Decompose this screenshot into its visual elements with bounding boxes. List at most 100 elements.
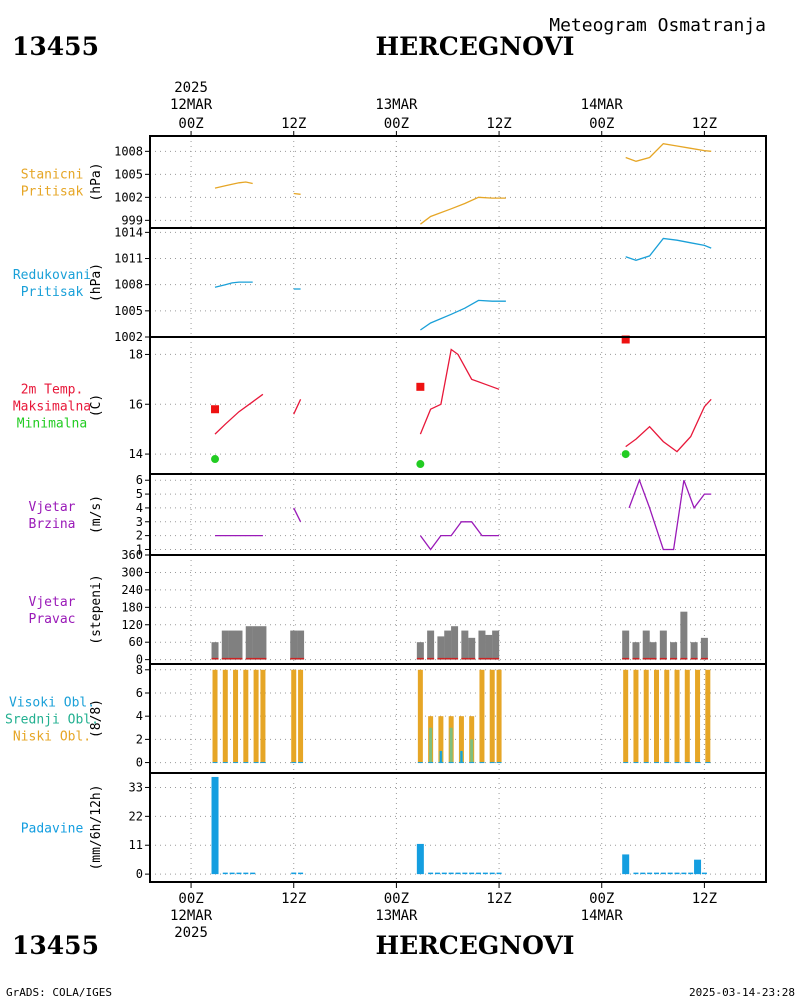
- precip-bar: [291, 872, 297, 875]
- panel-label: Pritisak: [21, 285, 84, 300]
- station-name-top: HERCEGNOVI: [375, 32, 574, 61]
- low-cloud-bar: [633, 669, 639, 763]
- low-cloud-bar: [260, 669, 266, 763]
- wind-direction-bar: [427, 630, 435, 660]
- date-label-top: 14MAR: [581, 97, 624, 113]
- wind-speed-line: [628, 478, 712, 551]
- y-tick-label: 120: [121, 618, 143, 632]
- low-cloud-bar: [479, 669, 485, 763]
- wind-direction-bar: [297, 630, 305, 660]
- panel-pravac: 0 60 120 180 240 300 360 (stepeni) Vjetar Pravac: [29, 548, 767, 667]
- plot-timestamp: 2025-03-14-23:28: [689, 986, 795, 999]
- low-cloud-bar: [212, 669, 218, 763]
- reduced-pressure-line: [214, 281, 253, 288]
- wind-direction-bar: [670, 642, 678, 660]
- time-label-bottom: 00Z: [384, 891, 409, 907]
- wind-direction-bar: [468, 637, 476, 660]
- y-tick-label: 2: [136, 732, 143, 746]
- panel-label: Maksimalna: [13, 400, 91, 415]
- panel-temp: 14 16 18 (C) 2m Temp. Maksimalna Minimalna: [13, 335, 767, 475]
- high-cloud-bar: [460, 750, 463, 763]
- y-tick-label: 8: [136, 663, 143, 677]
- mid-cloud-bar: [449, 727, 453, 763]
- reduced-pressure-line: [420, 299, 506, 331]
- year-label-top: 2025: [174, 80, 208, 96]
- high-cloud-bar: [439, 750, 442, 763]
- panel-label: Niski Obl.: [13, 730, 91, 745]
- precip-bar: [482, 872, 488, 875]
- precip-bar: [416, 843, 424, 875]
- temperature-line: [625, 398, 712, 453]
- wind-direction-bar: [659, 630, 667, 660]
- time-label-bottom: 12Z: [486, 891, 511, 907]
- wind-direction-bar: [245, 626, 253, 660]
- wind-direction-bar: [642, 630, 650, 660]
- panel-frame: [149, 336, 767, 475]
- precip-bar: [647, 872, 653, 875]
- time-label-top: 00Z: [384, 116, 409, 132]
- time-label-top: 00Z: [589, 116, 614, 132]
- precip-bar: [681, 872, 687, 875]
- unit-label: (8/8): [89, 699, 104, 738]
- low-cloud-bar: [653, 669, 659, 763]
- low-cloud-bar: [298, 669, 304, 763]
- year-label-bottom: 2025: [174, 925, 208, 941]
- low-cloud-bar: [674, 669, 680, 763]
- unit-label: (stepeni): [89, 574, 104, 644]
- y-tick-label: 300: [121, 565, 143, 579]
- station-pressure-line: [420, 196, 506, 225]
- low-cloud-bar: [253, 669, 259, 763]
- panel-padavine: 0 11 22 33 (mm/6h/12h) Padavine: [21, 772, 767, 883]
- low-cloud-bar: [695, 669, 701, 763]
- precip-bar: [653, 872, 659, 875]
- y-tick-label: 4: [136, 501, 143, 515]
- tmin-marker: [621, 450, 630, 459]
- wind-direction-bar: [649, 642, 657, 660]
- temperature-line: [214, 393, 264, 435]
- wind-speed-line: [293, 507, 302, 523]
- unit-label: (hPa): [89, 162, 104, 201]
- low-cloud-bar: [643, 669, 649, 763]
- precip-bar: [211, 776, 219, 875]
- panel-frame: [149, 772, 767, 883]
- wind-direction-bar: [437, 636, 445, 660]
- date-label-top: 13MAR: [375, 97, 418, 113]
- time-label-bottom: 12Z: [692, 891, 717, 907]
- precip-bar: [694, 859, 702, 875]
- date-label-top: 12MAR: [170, 97, 213, 113]
- y-tick-label: 0: [136, 756, 143, 770]
- precip-bar: [622, 854, 630, 875]
- tmin-marker: [211, 455, 220, 464]
- y-tick-label: 33: [129, 780, 143, 794]
- low-cloud-bar: [438, 716, 444, 763]
- y-tick-label: 1008: [114, 144, 143, 158]
- precip-bar: [667, 872, 673, 875]
- y-tick-label: 360: [121, 548, 143, 562]
- product-title: Meteogram Osmatranja: [549, 15, 766, 36]
- low-cloud-bar: [684, 669, 690, 763]
- station-pressure-line: [214, 181, 253, 189]
- y-tick-label: 14: [129, 447, 143, 461]
- time-label-top: 12Z: [692, 116, 717, 132]
- y-tick-label: 1008: [114, 278, 143, 292]
- date-label-bottom: 12MAR: [170, 908, 213, 924]
- time-label-top: 00Z: [178, 116, 203, 132]
- panel-group: 999100210051008(hPa)StanicniPritisak1002…: [5, 135, 767, 883]
- low-cloud-bar: [233, 669, 239, 763]
- panel-label: Visoki Obl.: [9, 696, 95, 711]
- y-tick-label: 999: [121, 213, 143, 227]
- precip-bar: [229, 872, 235, 875]
- panel-stanicni: 999 1002 1005 1008 (hPa) Stanicni Pritisak: [21, 135, 767, 229]
- y-tick-label: 1: [136, 542, 143, 556]
- y-tick-label: 1002: [114, 190, 143, 204]
- wind-direction-bar: [228, 630, 236, 660]
- y-tick-label: 16: [129, 397, 143, 411]
- panel-redukovani: 1002 1005 1008 1011 1014 (hPa)Redukovani Priti…: [13, 225, 767, 344]
- unit-label: (C): [89, 394, 104, 417]
- precip-bar: [298, 872, 304, 875]
- wind-direction-bar: [290, 630, 298, 660]
- wind-direction-bar: [461, 630, 469, 660]
- y-tick-label: 1014: [114, 225, 143, 239]
- wind-direction-bar: [485, 634, 493, 660]
